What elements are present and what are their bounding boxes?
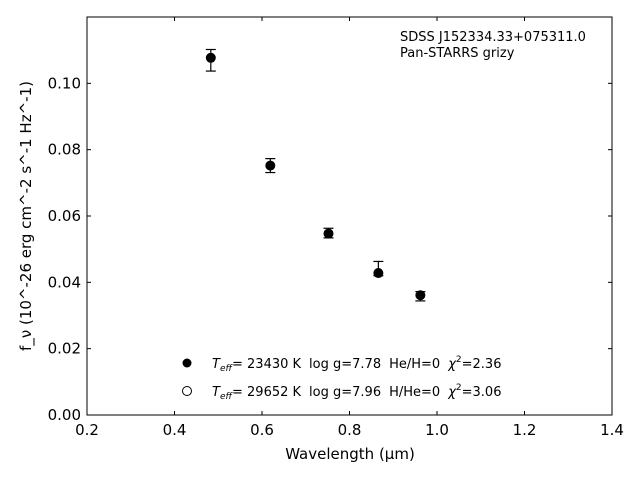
legend-marker-1 — [182, 358, 192, 368]
y-tick-label: 0.00 — [48, 406, 81, 424]
filled-model-point — [265, 161, 275, 171]
x-tick-label: 0.4 — [163, 421, 187, 439]
y-tick-label: 0.08 — [48, 141, 81, 159]
legend-entry-1-chi2: =2.36 — [462, 357, 502, 372]
filled-model-point — [373, 268, 383, 278]
y-tick-label: 0.04 — [48, 273, 81, 291]
legend-entry-1-teff: = 23430 K — [232, 357, 302, 372]
y-tick-label: 0.10 — [48, 74, 81, 92]
filled-model-point — [206, 53, 216, 63]
x-tick-label: 1.2 — [513, 421, 537, 439]
legend-entry-1-logg: log g=7.78 — [309, 357, 381, 372]
x-tick-label: 0.2 — [75, 421, 99, 439]
filled-model-point — [324, 229, 333, 239]
legend-entry-1-comp: He/H=0 — [389, 357, 440, 372]
x-tick-label: 1.4 — [600, 421, 624, 439]
x-axis-label: Wavelength (μm) — [285, 445, 415, 463]
legend-entry-2-chi2: =3.06 — [462, 385, 502, 400]
ticks-layer: 0.2 0.4 0.6 0.8 1.0 1.2 1.4 0.00 0.02 0.04 0.06 0.0… — [48, 17, 624, 439]
x-tick-label: 0.8 — [338, 421, 362, 439]
annotation-line-1: SDSS J152334.33+075311.0 — [400, 30, 586, 45]
x-tick-label: 0.6 — [250, 421, 274, 439]
filled-model-point — [415, 290, 425, 300]
legend-entry-2-comp: H/He=0 — [389, 385, 440, 400]
x-tick-label: 1.0 — [425, 421, 449, 439]
y-tick-label: 0.02 — [48, 340, 81, 358]
y-axis-label: f_ν (10^-26 erg cm^-2 s^-1 Hz^-1) — [17, 81, 36, 351]
marks-layer — [205, 48, 426, 302]
annotation-line-2: Pan-STARRS grizy — [400, 46, 515, 61]
legend-entry-2-logg: log g=7.96 — [309, 385, 381, 400]
legend-entry-2-teff: = 29652 K — [232, 385, 302, 400]
y-tick-label: 0.06 — [48, 207, 81, 225]
legend-marker-2 — [182, 386, 192, 396]
plot-frame — [86, 16, 613, 416]
